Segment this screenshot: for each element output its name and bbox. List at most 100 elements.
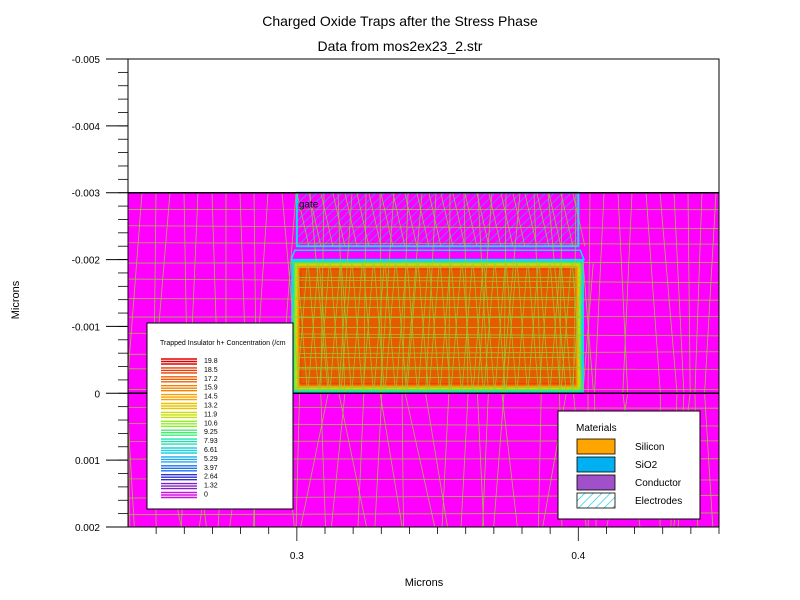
mesh-line [404,192,423,394]
mesh-line [340,263,352,390]
y-tick-label: -0.004 [72,122,101,133]
mesh-line [439,263,451,390]
mesh-line [404,393,436,527]
mesh-line [673,192,685,394]
material-label: Silicon [635,442,664,453]
mesh-line [308,192,322,247]
mesh-line [477,192,493,394]
gate-oxide-transition [290,249,586,261]
material-label: SiO2 [635,460,658,471]
mesh-line [357,393,365,527]
mesh-line [368,192,382,247]
mesh-line [392,192,406,247]
mesh-line [536,192,550,247]
colorbar-level-label: 19.8 [204,358,218,365]
mesh-line [295,393,300,527]
y-tick-label: -0.003 [72,189,101,200]
mesh-line [704,393,714,527]
mesh-line [505,263,517,390]
y-tick-label: -0.002 [72,256,101,267]
mesh-line [493,393,505,527]
material-swatch-silicon [576,438,616,455]
mesh-line [659,192,678,394]
mesh-line [461,263,473,390]
x-tick-label: 0.4 [571,551,585,562]
mesh-line [425,192,437,394]
colorbar-level-label: 15.9 [204,385,218,392]
mesh-line [617,192,629,394]
mesh-line [320,192,334,247]
mesh-line [307,263,319,390]
mesh-line [559,192,563,394]
mesh-line [538,393,542,527]
mesh-line [356,192,370,247]
mesh-line [380,192,394,247]
mesh-line [500,192,514,247]
mesh-line [533,192,542,394]
mesh-line [512,192,526,247]
mesh-line [425,393,448,527]
colorbar-level-label: 14.5 [204,394,218,401]
x-tick-label: 0.3 [290,551,304,562]
colorbar-level-label: 5.29 [204,456,218,463]
mesh-line [622,192,633,394]
mesh-line [128,225,719,229]
mesh-line [320,393,326,527]
mesh-line [296,263,308,390]
mesh-line [300,393,329,527]
mesh-line [460,393,469,527]
colorbar-level-label: 11.9 [204,411,217,418]
chart-subtitle: Data from mos2ex23_2.str [317,38,483,54]
material-swatch-sio2 [576,456,616,473]
colorbar-level-label: 6.61 [204,447,218,454]
mesh-line [687,192,691,394]
mesh-line [416,192,430,247]
colorbar-legend [146,322,294,510]
mesh-line [476,192,490,247]
mesh-line [318,263,330,390]
mesh-line [527,263,539,390]
colorbar-level-label: 0 [204,492,208,499]
mesh-line [395,263,407,390]
mesh-line [572,192,586,247]
mesh-line [428,192,442,247]
mesh-line [128,262,719,264]
mesh-line [488,192,502,247]
mesh-line [483,263,495,390]
gate-label: gate [299,200,319,211]
mesh-line [404,192,418,247]
mesh-line [516,263,528,390]
mesh-line [338,192,353,394]
gate-region [295,191,580,248]
y-tick-label: 0 [94,389,100,400]
mesh-line [128,410,135,527]
mesh-line [501,393,518,527]
colorbar-level-label: 2.64 [204,474,218,481]
mesh-line [463,192,469,394]
colorbar-level-label: 7.93 [204,438,218,445]
mesh-line [309,192,329,394]
y-tick-label: 0.002 [75,523,100,534]
mesh-line [477,393,485,527]
mesh-line [560,192,574,247]
mesh-line [344,192,358,247]
materials-legend-title: Materials [576,423,617,434]
material-label: Conductor [635,478,682,489]
mesh-line [296,192,310,247]
material-swatch-electrodes [576,492,616,509]
y-tick-label: 0.001 [75,456,100,467]
mesh-line [128,298,719,301]
mesh-line [548,192,562,247]
mesh-line [401,192,409,394]
mesh-line [582,263,594,390]
colorbar-level-label: 13.2 [204,403,218,410]
mesh-line [338,393,367,527]
mesh-line [384,263,396,390]
material-swatch-conductor [576,474,616,491]
mesh-line [379,393,403,527]
mesh-line [452,192,466,247]
colorbar-level-label: 17.2 [204,376,218,383]
mesh-line [464,192,478,247]
mesh-line [524,192,538,247]
